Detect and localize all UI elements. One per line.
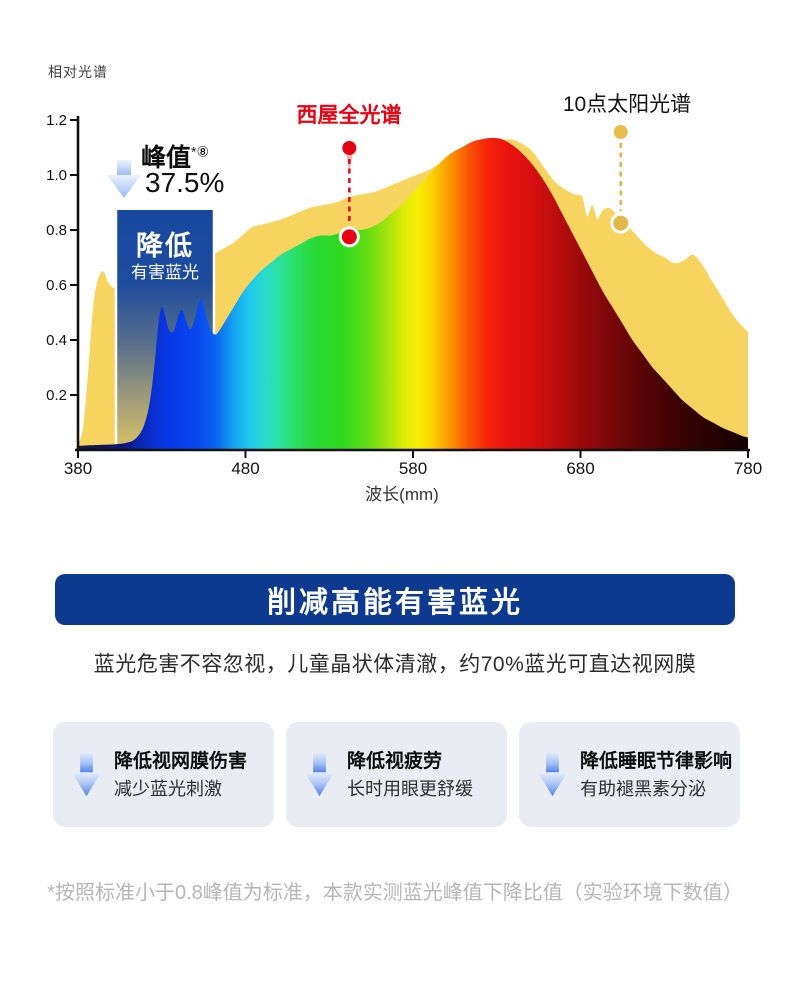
card-title: 降低睡眠节律影响 <box>580 750 733 772</box>
y-tick-label: 0.2 <box>46 387 67 404</box>
down-arrow-icon <box>304 751 335 796</box>
section-banner: 削减高能有害蓝光 <box>55 574 735 625</box>
callout-marker <box>610 212 632 234</box>
overlay-box-title: 降低 <box>136 231 194 261</box>
peak-title-text: 峰值 <box>141 144 192 172</box>
overlay-box-subtitle: 有害蓝光 <box>131 263 199 282</box>
benefit-card-sleep: 降低睡眠节律影响 有助褪黑素分泌 <box>519 722 740 827</box>
peak-footnote-mark: *⑧ <box>191 143 210 160</box>
section-banner-title: 削减高能有害蓝光 <box>266 586 523 619</box>
intro-text: 蓝光危害不容忽视，儿童晶状体清澈，约70%蓝光可直达视网膜 <box>93 653 697 676</box>
card-text: 降低视疲劳 长时用眼更舒缓 <box>347 747 473 803</box>
card-subtitle: 长时用眼更舒缓 <box>347 778 473 799</box>
down-arrow-icon <box>107 160 141 198</box>
y-tick-label: 1.0 <box>46 167 67 184</box>
footnote: *按照标准小于0.8峰值为标准，本款实测蓝光峰值下降比值（实验环境下数值） <box>47 882 743 904</box>
y-tick-label: 1.2 <box>46 112 67 129</box>
y-tick-label: 0.6 <box>46 277 67 294</box>
spectrum-chart-container: 380 480 580 680 780 0.2 0.4 0.6 0.8 1.0 1.2 西屋全光谱 … <box>42 88 762 518</box>
x-tick-label: 680 <box>566 459 594 478</box>
card-text: 降低视网膜伤害 减少蓝光刺激 <box>114 747 247 803</box>
benefit-card-retina: 降低视网膜伤害 减少蓝光刺激 <box>53 722 274 827</box>
led-spectrum-area <box>78 137 748 450</box>
x-axis-label: 波长(mm) <box>365 485 439 504</box>
x-tick-label: 480 <box>231 459 259 478</box>
callout-marker <box>338 226 360 248</box>
card-subtitle: 有助褪黑素分泌 <box>580 778 706 799</box>
y-tick-label: 0.8 <box>46 222 67 239</box>
benefit-card-eye-fatigue: 降低视疲劳 长时用眼更舒缓 <box>286 722 507 827</box>
down-arrow-icon <box>71 751 102 796</box>
down-arrow-icon <box>537 751 568 796</box>
x-tick-label: 780 <box>734 459 762 478</box>
callout-dot <box>342 141 357 155</box>
y-tick-label: 0.4 <box>46 332 67 349</box>
card-title: 降低视疲劳 <box>347 750 443 772</box>
x-tick-label: 580 <box>399 459 427 478</box>
series-label-westinghouse-spectrum: 西屋全光谱 <box>296 104 402 127</box>
spectrum-chart: 380 480 580 680 780 0.2 0.4 0.6 0.8 1.0 1.2 <box>46 112 762 478</box>
x-tick-label: 380 <box>64 459 92 478</box>
callout-dot <box>613 125 628 139</box>
benefit-cards: 降低视网膜伤害 减少蓝光刺激 降低视疲劳 长时用眼更舒缓 <box>53 722 740 827</box>
peak-annotation: 峰值*⑧ 37.5% <box>105 138 275 228</box>
card-text: 降低睡眠节律影响 有助褪黑素分泌 <box>580 747 732 803</box>
y-axis-title: 相对光谱 <box>48 64 108 80</box>
peak-value: 37.5% <box>145 167 225 198</box>
series-label-sun-spectrum: 10点太阳光谱 <box>562 93 692 116</box>
peak-title: 峰值*⑧ <box>141 138 209 174</box>
card-title: 降低视网膜伤害 <box>114 750 248 772</box>
card-subtitle: 减少蓝光刺激 <box>114 778 222 799</box>
